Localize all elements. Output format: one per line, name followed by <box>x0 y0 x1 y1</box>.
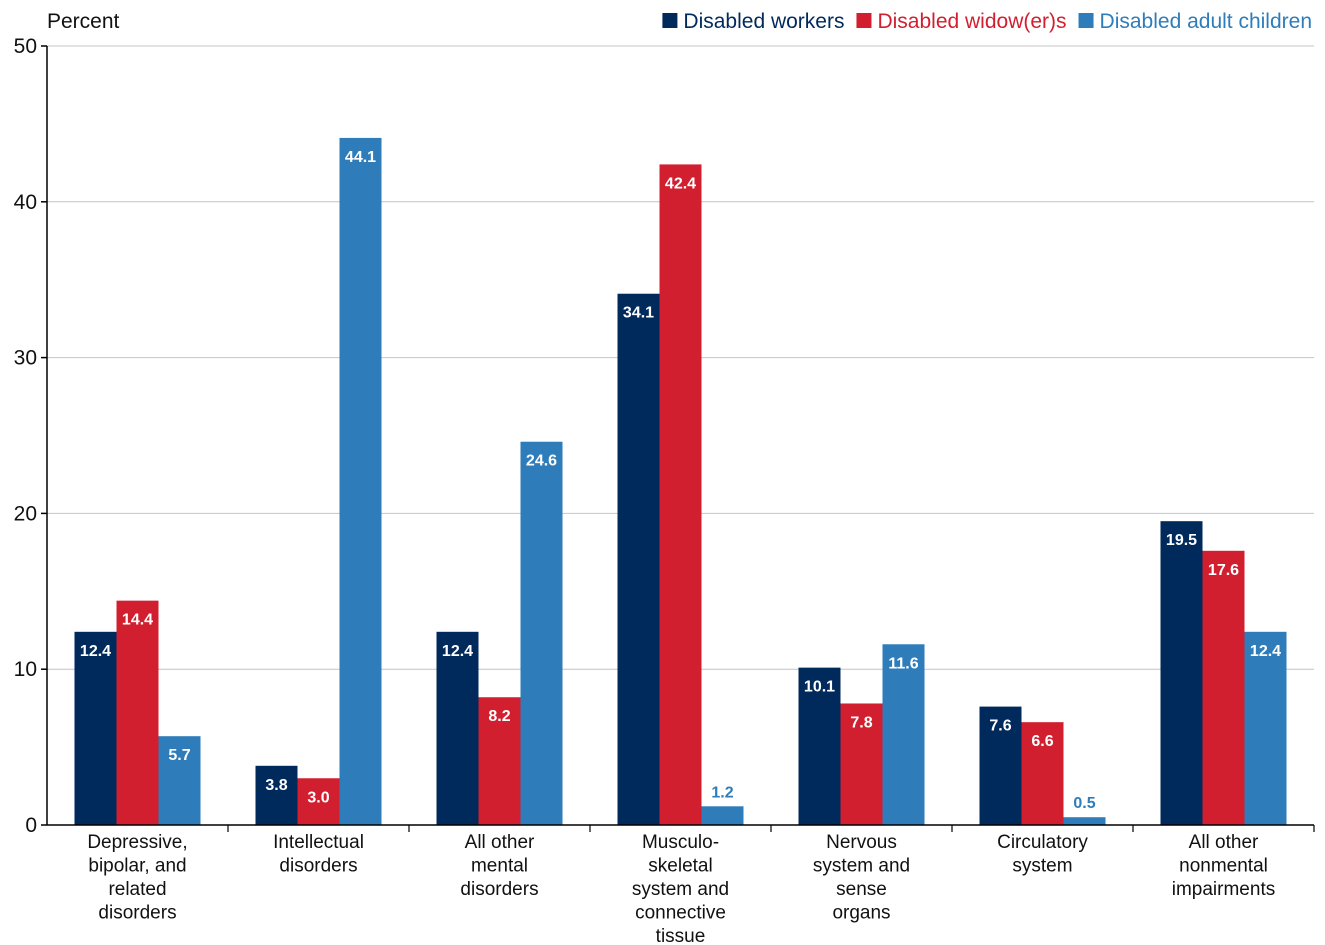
bar <box>659 164 702 825</box>
legend: Disabled adult children Disabled widow(er… <box>662 10 1312 33</box>
category-label: Nervous <box>826 832 897 853</box>
bar <box>1202 550 1245 825</box>
bar-value-label: 7.6 <box>989 718 1011 735</box>
bar-value-label: 8.2 <box>488 708 510 725</box>
bar-value-label: 11.6 <box>888 655 918 672</box>
bar <box>979 706 1022 825</box>
y-tick-label: 50 <box>14 35 37 58</box>
legend-swatch <box>662 13 678 28</box>
category-label: nonmental <box>1179 856 1268 877</box>
bar <box>158 736 201 825</box>
category-label: related <box>108 879 166 900</box>
legend-label: Disabled widow(er)s <box>877 10 1066 33</box>
category-label: All other <box>465 832 535 853</box>
bar <box>478 697 521 825</box>
axes <box>46 46 1315 832</box>
category-label: Intellectual <box>273 832 364 853</box>
bar-value-label: 3.0 <box>307 789 329 806</box>
bar <box>520 441 563 825</box>
bar-value-label: 12.4 <box>1250 643 1281 660</box>
bar <box>116 600 159 825</box>
category-label: system and <box>813 856 910 877</box>
bar-value-label: 14.4 <box>122 612 153 629</box>
bar-value-label: 10.1 <box>804 679 835 696</box>
y-axis-label: Percent <box>47 10 120 33</box>
category-label: All other <box>1189 832 1259 853</box>
bar <box>701 806 744 825</box>
category-label: connective <box>635 903 726 924</box>
bar <box>798 667 841 825</box>
bar-value-label: 42.4 <box>665 175 696 192</box>
category-label: Circulatory <box>997 832 1088 853</box>
category-label: system <box>1012 856 1072 877</box>
bar-value-label: 5.7 <box>168 747 190 764</box>
bar-value-label: 24.6 <box>526 453 557 470</box>
bar <box>1160 521 1203 825</box>
y-tick-label: 40 <box>14 191 37 214</box>
bar-value-label: 3.8 <box>265 777 287 794</box>
category-label: Depressive, <box>87 832 187 853</box>
category-label: system and <box>632 879 729 900</box>
category-label: impairments <box>1172 879 1275 900</box>
bars <box>74 137 1287 825</box>
bar <box>1063 817 1106 825</box>
y-tick-label: 0 <box>25 814 37 837</box>
category-label: organs <box>832 903 890 924</box>
category-label: disorders <box>98 903 176 924</box>
bar <box>436 631 479 825</box>
category-label: disorders <box>460 879 538 900</box>
bar <box>339 137 382 825</box>
bar-value-label: 1.2 <box>711 784 733 801</box>
category-label: disorders <box>279 856 357 877</box>
bar-value-label: 7.8 <box>850 714 872 731</box>
bar <box>1244 631 1287 825</box>
legend-label: Disabled workers <box>683 10 844 33</box>
y-tick-label: 20 <box>14 502 37 525</box>
category-label: tissue <box>656 926 706 945</box>
category-label: skeletal <box>648 856 712 877</box>
category-label: mental <box>471 856 528 877</box>
bar-value-label: 19.5 <box>1166 532 1197 549</box>
bar-value-label: 34.1 <box>623 305 654 322</box>
bar <box>74 631 117 825</box>
bar-value-label: 12.4 <box>442 643 473 660</box>
bar <box>1021 722 1064 825</box>
bar <box>255 765 298 825</box>
legend-label: Disabled adult children <box>1100 10 1312 33</box>
bar-value-label: 12.4 <box>80 643 111 660</box>
category-label: sense <box>836 879 887 900</box>
legend-swatch <box>856 13 872 28</box>
bar <box>617 293 660 825</box>
bar <box>882 644 925 825</box>
bar-value-label: 6.6 <box>1031 733 1053 750</box>
bar-value-label: 0.5 <box>1073 795 1095 812</box>
bar <box>297 778 340 825</box>
y-tick-labels: 0 10 20 30 40 50 <box>14 35 37 837</box>
legend-swatch <box>1078 13 1094 28</box>
y-tick-label: 10 <box>14 658 37 681</box>
bar-value-labels: 12.4 3.8 12.4 34.1 10.1 7.6 19.5 14.4 3.0 8.2 42.4… <box>80 149 1281 812</box>
category-label: bipolar, and <box>88 856 186 877</box>
bar-value-label: 17.6 <box>1208 562 1239 579</box>
bar-value-label: 44.1 <box>345 149 376 166</box>
category-label: Musculo- <box>642 832 719 853</box>
y-tick-label: 30 <box>14 347 37 370</box>
bar <box>840 703 883 825</box>
